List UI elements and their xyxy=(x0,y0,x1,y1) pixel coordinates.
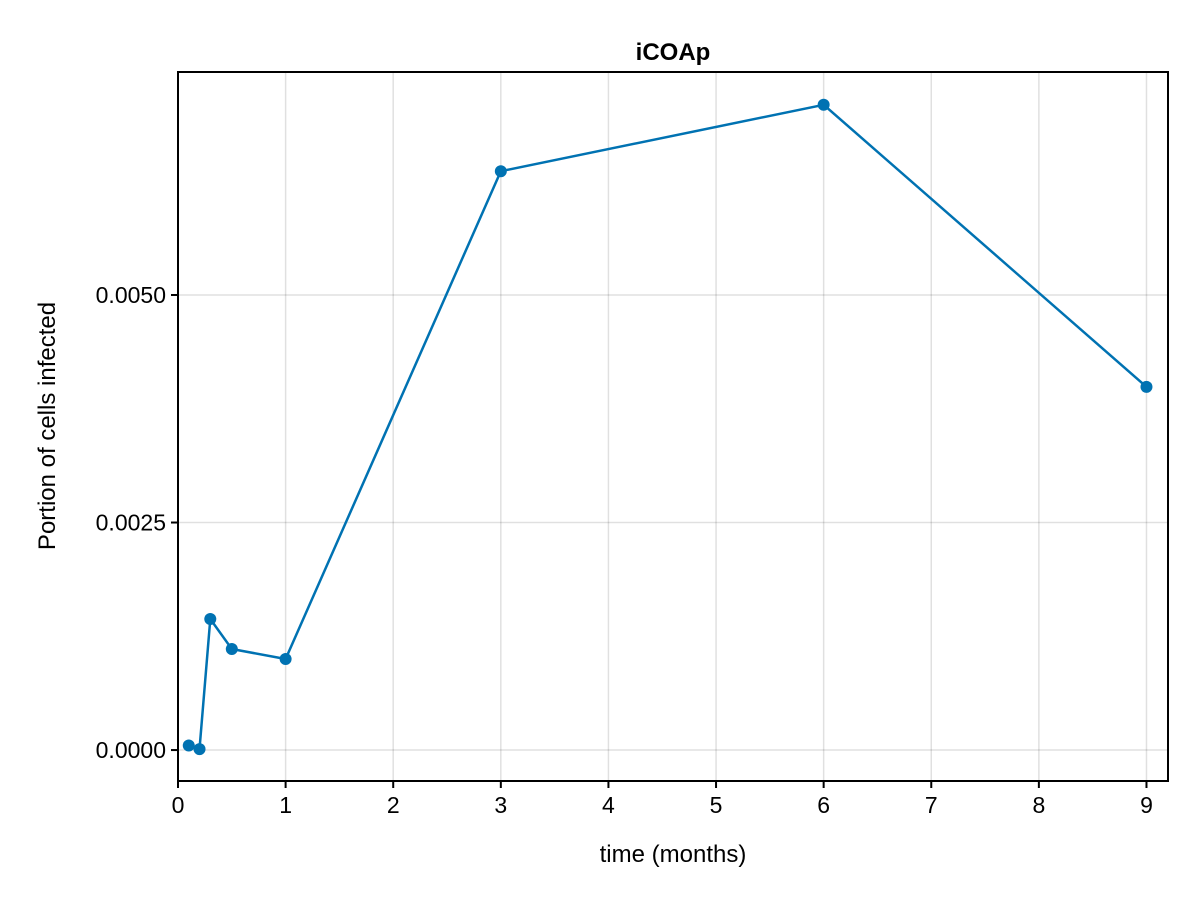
data-series xyxy=(182,98,1153,756)
plot-frame xyxy=(177,71,1169,782)
x-tick-label: 3 xyxy=(494,792,507,818)
x-tick-label: 7 xyxy=(925,792,938,818)
y-tick-label: 0.0000 xyxy=(96,737,166,763)
x-tick-label: 5 xyxy=(710,792,723,818)
data-point xyxy=(193,743,206,756)
x-tick-label: 1 xyxy=(279,792,292,818)
x-tick-label: 4 xyxy=(602,792,615,818)
data-point xyxy=(225,643,238,656)
data-point xyxy=(1140,380,1153,393)
y-tick-label: 0.0050 xyxy=(96,282,166,308)
x-tick-label: 6 xyxy=(817,792,830,818)
x-tick-label: 8 xyxy=(1032,792,1045,818)
data-point xyxy=(204,612,217,625)
data-point xyxy=(817,98,830,111)
x-tick-label: 0 xyxy=(172,792,185,818)
grid-lines xyxy=(177,72,1168,781)
x-tick-label: 9 xyxy=(1140,792,1153,818)
chart-title: iCOAp xyxy=(636,39,711,66)
series-line xyxy=(188,103,1148,751)
data-point xyxy=(494,165,507,178)
data-point xyxy=(279,653,292,666)
y-axis-label: Portion of cells infected xyxy=(34,302,61,550)
data-point xyxy=(182,739,195,752)
x-tick-label: 2 xyxy=(387,792,400,818)
axis-ticks: 0 1 2 3 4 5 6 7 8 9 0.0000 0.0025 0.0050 xyxy=(96,282,1153,818)
x-axis-label: time (months) xyxy=(600,841,747,868)
y-tick-label: 0.0025 xyxy=(96,510,166,536)
